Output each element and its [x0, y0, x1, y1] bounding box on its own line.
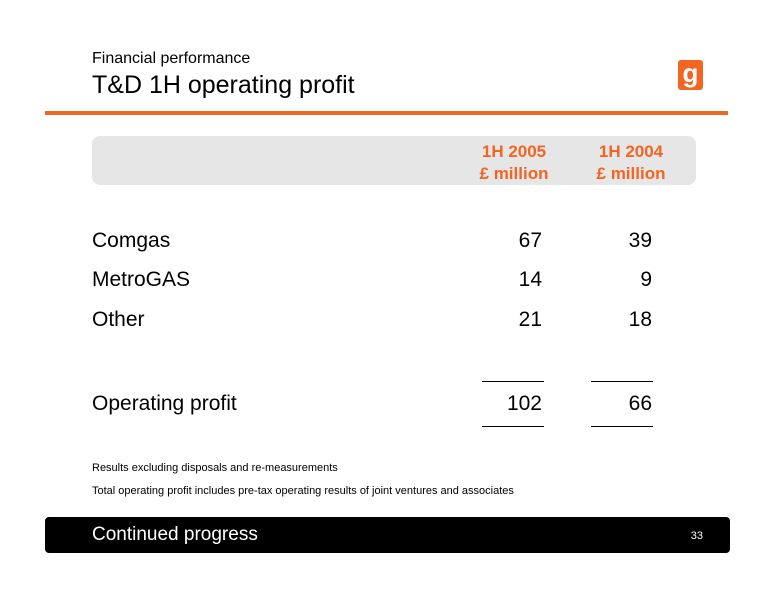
slide-subtitle: Financial performance: [92, 50, 251, 67]
column-header-period: 1H 2005: [481, 142, 547, 161]
row-value-2005: 21: [518, 308, 542, 331]
column-header-period: 1H 2004: [598, 142, 664, 161]
row-label-other: Other: [92, 308, 145, 331]
column-header-unit: £ million: [596, 164, 666, 183]
row-value-2005: 14: [518, 268, 542, 291]
column-header-1h2005: 1H 2005 £ million: [459, 141, 569, 185]
total-value-2005: 102: [506, 392, 542, 415]
column-header-1h2004: 1H 2004 £ million: [576, 141, 686, 185]
row-value-2004: 9: [640, 268, 652, 291]
total-label: Operating profit: [92, 392, 237, 415]
row-value-2004: 18: [628, 308, 652, 331]
row-value-2004: 39: [628, 229, 652, 252]
row-value-2005: 67: [518, 229, 542, 252]
total-rule-top: [482, 381, 544, 382]
column-header-unit: £ million: [479, 164, 549, 183]
page-number: 33: [690, 530, 703, 542]
title-divider: [45, 111, 728, 115]
brand-logo: g: [678, 60, 703, 90]
footnote: Total operating profit includes pre-tax …: [92, 485, 514, 497]
footer-tagline: Continued progress: [92, 524, 258, 545]
row-label-metrogas: MetroGAS: [92, 268, 191, 291]
column-header-band: [92, 136, 696, 185]
total-rule-bottom: [591, 426, 653, 427]
footnote: Results excluding disposals and re-measu…: [92, 462, 338, 474]
row-label-comgas: Comgas: [92, 229, 171, 252]
slide-title: T&D 1H operating profit: [92, 71, 355, 99]
total-value-2004: 66: [628, 392, 652, 415]
footer-bar: Continued progress 33: [45, 517, 730, 553]
total-rule-bottom: [482, 426, 544, 427]
total-rule-top: [591, 381, 653, 382]
